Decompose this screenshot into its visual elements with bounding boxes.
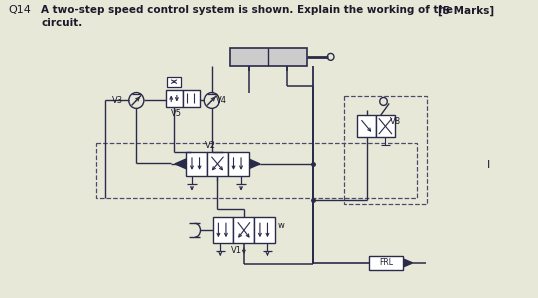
Bar <box>376 115 395 137</box>
Text: [5 Marks]: [5 Marks] <box>438 5 494 15</box>
Text: V5: V5 <box>171 109 181 118</box>
Bar <box>228 152 249 176</box>
Text: V1: V1 <box>231 246 242 255</box>
Polygon shape <box>175 159 186 169</box>
Text: V8: V8 <box>390 117 401 126</box>
Bar <box>166 90 182 107</box>
Bar <box>96 143 416 198</box>
Text: I: I <box>487 160 490 170</box>
Text: Q14: Q14 <box>8 5 31 15</box>
Bar <box>186 152 207 176</box>
Bar <box>370 256 404 270</box>
Text: A two-step speed control system is shown. Explain the working of the: A two-step speed control system is shown… <box>41 5 453 15</box>
Bar <box>233 217 254 243</box>
Bar <box>344 95 427 204</box>
Polygon shape <box>404 259 413 267</box>
Text: FRL: FRL <box>379 258 393 267</box>
Text: w: w <box>278 221 285 230</box>
Bar <box>207 152 228 176</box>
Text: V3: V3 <box>112 96 123 105</box>
Bar <box>254 217 275 243</box>
Text: V4: V4 <box>216 96 226 105</box>
Text: V2: V2 <box>206 141 216 150</box>
Text: circuit.: circuit. <box>41 18 82 28</box>
Bar <box>213 217 233 243</box>
Bar <box>357 115 376 137</box>
Bar <box>230 48 307 66</box>
Bar <box>167 77 181 87</box>
Polygon shape <box>249 159 260 169</box>
Bar <box>182 90 200 107</box>
